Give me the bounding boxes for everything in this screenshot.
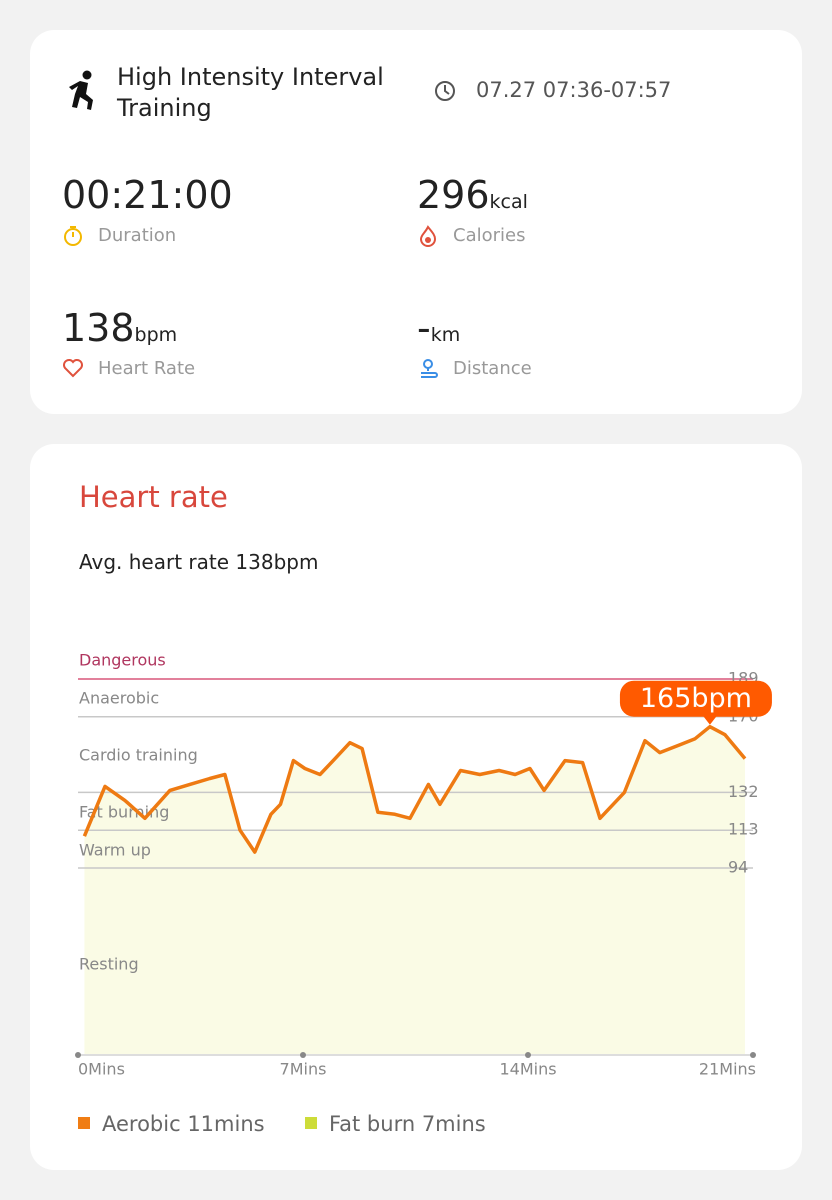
stat-value: 00:21:00: [62, 173, 233, 217]
clock-icon: [435, 81, 455, 101]
x-tick-label: 14Mins: [499, 1060, 556, 1079]
heart-rate-card: Heart rate Avg. heart rate 138bpm 94 113 1…: [30, 444, 802, 1170]
chart-subtitle: Avg. heart rate 138bpm: [79, 550, 319, 574]
stat-unit: km: [430, 324, 461, 346]
x-tick-label: 0Mins: [78, 1060, 125, 1079]
stat-icon: [64, 226, 82, 246]
zone-label: Warm up: [79, 841, 151, 860]
tooltip-pointer: [702, 715, 717, 725]
y-tick-label: 132: [728, 782, 759, 801]
legend-label: Fat burn 7mins: [329, 1112, 486, 1136]
stat-label: Distance: [453, 358, 532, 379]
stat-icon: [419, 225, 437, 247]
stat-value: -: [417, 306, 431, 350]
stat-label: Duration: [98, 225, 177, 246]
stat-value: 296: [417, 173, 490, 217]
stat-label: Calories: [453, 225, 526, 246]
activity-time: 07.27 07:36-07:57: [476, 78, 672, 102]
stat-value: 138: [62, 306, 135, 350]
hr-line: [82, 724, 747, 854]
chart-title: Heart rate: [79, 480, 228, 514]
stat-value-row: 00:21:00: [62, 173, 233, 217]
zone-label: Cardio training: [79, 746, 198, 765]
x-tick: [75, 1052, 81, 1058]
heart-rate-chart: 94113132170189DangerousAnaerobicCardio t…: [75, 651, 772, 1136]
x-tick: [750, 1052, 756, 1058]
stat-unit: kcal: [489, 191, 528, 213]
stat-value-row: -km: [417, 306, 460, 350]
x-tick-label: 7Mins: [280, 1060, 327, 1079]
y-tick-label: 94: [728, 857, 748, 876]
stat-value-row: 138bpm: [62, 306, 177, 350]
zone-label: Resting: [79, 955, 139, 974]
tooltip-text: 165bpm: [640, 683, 752, 714]
y-tick-label: 113: [728, 820, 759, 839]
stat-unit: bpm: [134, 324, 178, 346]
stat-value-row: 296kcal: [417, 173, 528, 217]
hr-area: [84, 726, 745, 1055]
runner-icon: [69, 70, 93, 110]
stat-label: Heart Rate: [98, 358, 196, 379]
tooltip-box: [619, 680, 772, 717]
x-tick: [300, 1052, 306, 1058]
zone-label: Anaerobic: [79, 689, 159, 708]
legend-swatch: [78, 1117, 90, 1129]
legend-label: Aerobic 11mins: [102, 1112, 265, 1136]
zone-label: Dangerous: [79, 651, 166, 670]
activity-name: High Intensity Interval Training: [117, 63, 384, 122]
stat-icon: [421, 359, 438, 378]
x-tick: [525, 1052, 531, 1058]
stat-icon: [63, 359, 83, 378]
x-tick-label: 21Mins: [699, 1060, 756, 1079]
summary-card: High Intensity Interval Training 07.27 0…: [30, 30, 802, 414]
legend-swatch: [305, 1117, 317, 1129]
